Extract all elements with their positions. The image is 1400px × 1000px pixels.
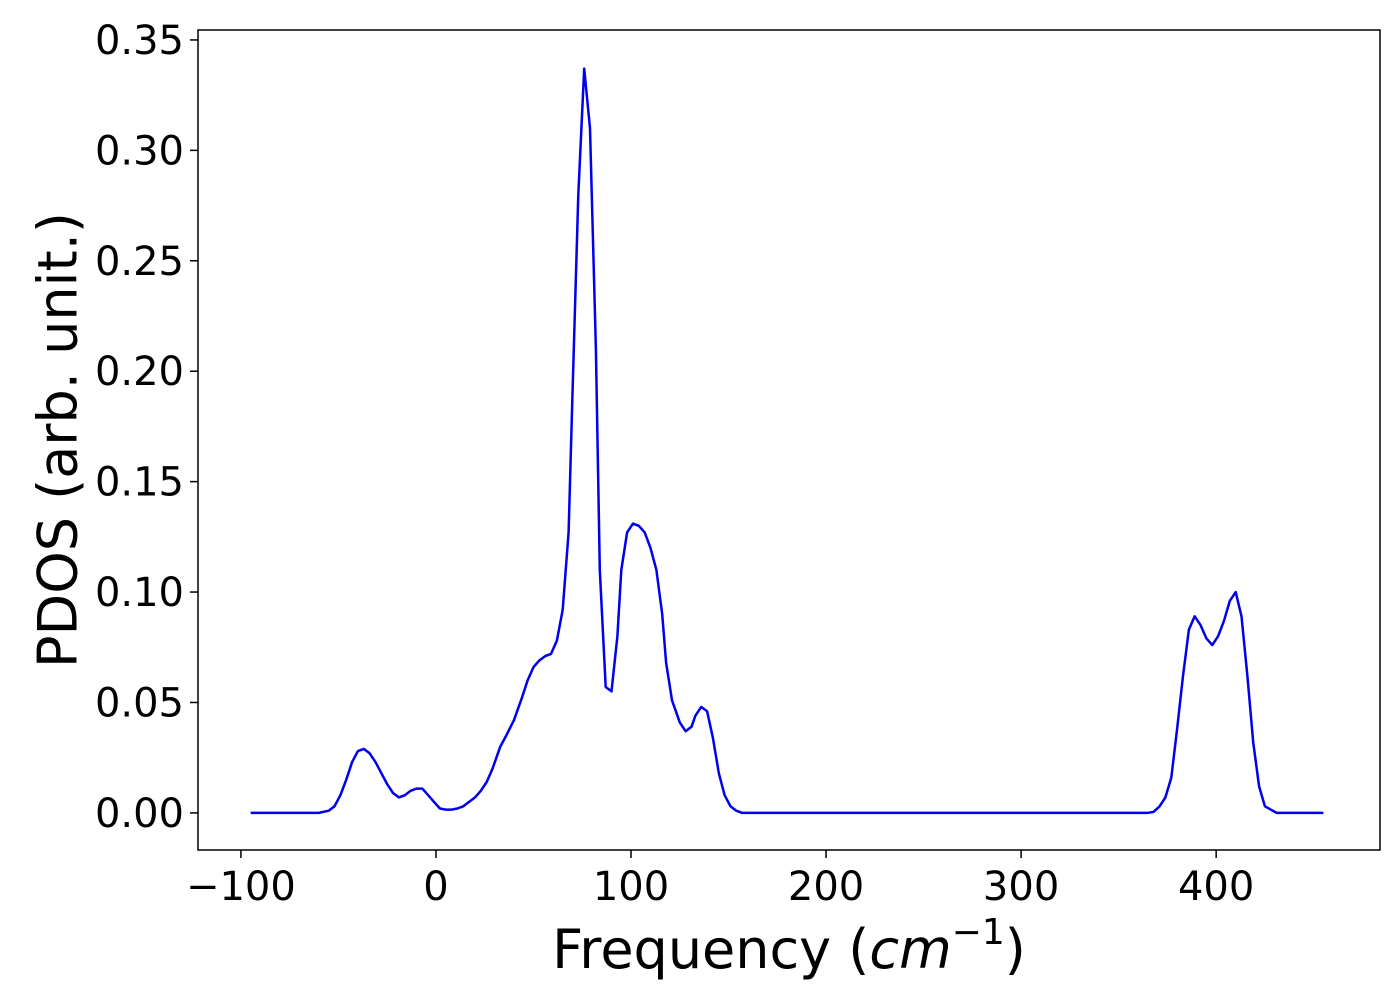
y-axis-label: PDOS (arb. unit.) xyxy=(27,212,90,668)
x-tick-label: 300 xyxy=(983,864,1059,910)
y-tick-label: 0.25 xyxy=(95,239,184,285)
x-tick-label: 200 xyxy=(788,864,864,910)
x-tick-label: 400 xyxy=(1178,864,1254,910)
x-tick-label: 100 xyxy=(593,864,669,910)
x-label-part: −1 xyxy=(952,912,1005,953)
x-axis-label: Frequency (cm−1) xyxy=(552,912,1026,981)
plot-frame xyxy=(197,29,1381,851)
line-series xyxy=(250,67,1324,815)
y-tick-label: 0.30 xyxy=(95,128,184,174)
y-tick-label: 0.35 xyxy=(95,18,184,64)
y-tick-label: 0.10 xyxy=(95,570,184,616)
y-tick-label: 0.15 xyxy=(95,460,184,506)
x-label-part: cm xyxy=(869,918,951,981)
y-tick-label: 0.20 xyxy=(95,349,184,395)
x-tick-label: −100 xyxy=(186,864,296,910)
x-label-part: ) xyxy=(1005,918,1026,981)
y-tick-label: 0.00 xyxy=(95,791,184,837)
y-tick-label: 0.05 xyxy=(95,680,184,726)
x-label-part: Frequency ( xyxy=(552,918,869,981)
x-tick-label: 0 xyxy=(423,864,448,910)
